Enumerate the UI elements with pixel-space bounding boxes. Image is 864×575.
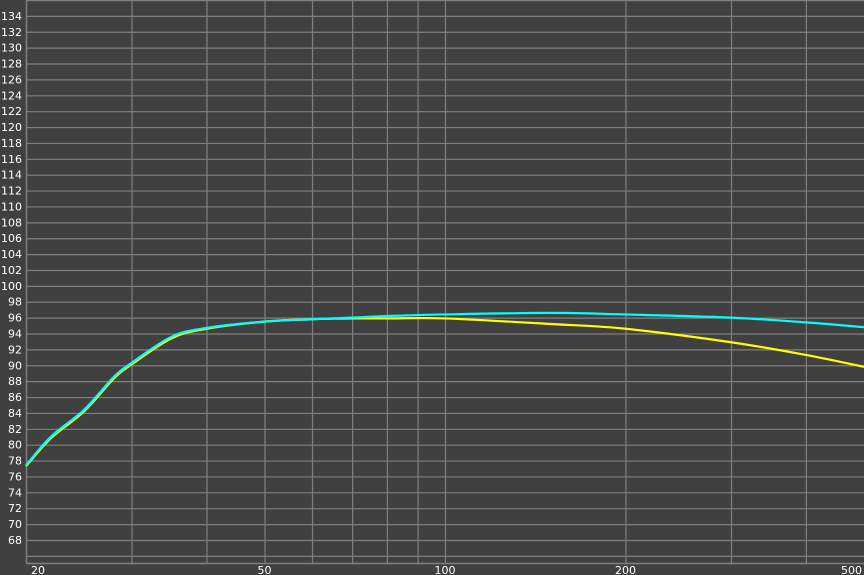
y-tick-label: 100 <box>1 280 22 293</box>
y-tick-label: 120 <box>1 121 22 134</box>
y-axis-ticks: 68 70 72 74 76 78 80 82 84 86 88 90 92 94 96 98 100 102 10… <box>1 10 22 547</box>
y-tick-label: 90 <box>8 359 22 372</box>
series-line-1 <box>25 311 864 467</box>
y-tick-label: 118 <box>1 137 22 150</box>
x-tick-label: 500 <box>841 564 862 575</box>
y-tick-label: 86 <box>8 391 22 404</box>
y-tick-label: 72 <box>8 502 22 515</box>
y-tick-label: 108 <box>1 216 22 229</box>
x-tick-label: 200 <box>615 564 636 575</box>
grid <box>25 0 864 565</box>
y-tick-label: 102 <box>1 264 22 277</box>
x-tick-label: 100 <box>435 564 456 575</box>
y-tick-label: 88 <box>8 375 22 388</box>
y-tick-label: 112 <box>1 185 22 198</box>
y-tick-label: 68 <box>8 534 22 547</box>
y-tick-label: 132 <box>1 26 22 39</box>
x-tick-label: 50 <box>258 564 272 575</box>
y-tick-label: 116 <box>1 153 22 166</box>
y-tick-label: 82 <box>8 423 22 436</box>
y-tick-label: 84 <box>8 407 22 420</box>
y-tick-label: 106 <box>1 232 22 245</box>
y-tick-label: 78 <box>8 455 22 468</box>
y-tick-label: 96 <box>8 312 22 325</box>
series-group <box>25 311 864 467</box>
y-tick-label: 130 <box>1 42 22 55</box>
y-tick-label: 124 <box>1 89 22 102</box>
x-axis-ticks: 20 50 100 200 500 <box>31 564 862 575</box>
y-tick-label: 94 <box>8 328 22 341</box>
y-tick-label: 74 <box>8 486 22 499</box>
y-tick-label: 92 <box>8 343 22 356</box>
y-tick-label: 98 <box>8 296 22 309</box>
y-tick-label: 80 <box>8 439 22 452</box>
y-tick-label: 122 <box>1 105 22 118</box>
y-tick-label: 70 <box>8 518 22 531</box>
y-tick-label: 114 <box>1 169 22 182</box>
y-tick-label: 126 <box>1 73 22 86</box>
y-tick-label: 76 <box>8 470 22 483</box>
y-tick-label: 134 <box>1 10 22 23</box>
y-tick-label: 128 <box>1 58 22 71</box>
y-tick-label: 110 <box>1 200 22 213</box>
x-tick-label: 20 <box>31 564 45 575</box>
y-tick-label: 104 <box>1 248 22 261</box>
